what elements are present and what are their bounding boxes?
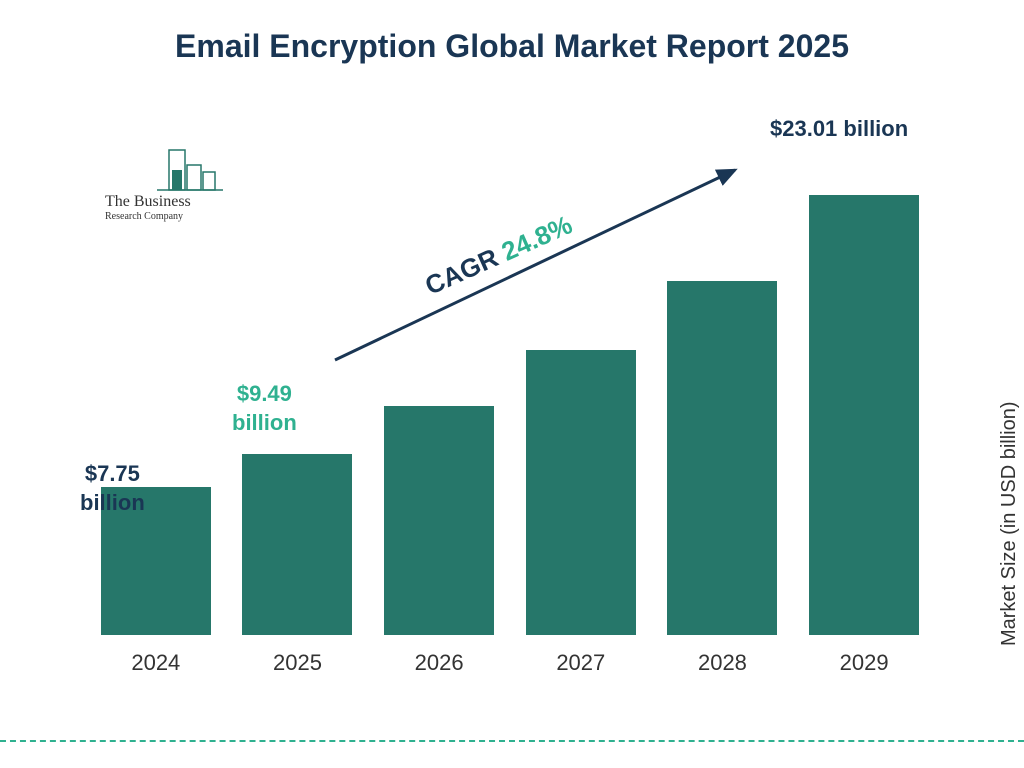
bar-wrap (667, 281, 777, 635)
bars-container (85, 155, 935, 635)
x-axis-label: 2024 (101, 640, 211, 680)
bar (384, 406, 494, 635)
x-axis-label: 2027 (526, 640, 636, 680)
value-label: $9.49billion (232, 380, 297, 437)
value-label: $23.01 billion (770, 115, 908, 144)
bar (242, 454, 352, 635)
bar (667, 281, 777, 635)
footer-dashed-line (0, 740, 1024, 742)
x-axis-labels: 2024 2025 2026 2027 2028 2029 (85, 640, 935, 680)
bar-wrap (384, 406, 494, 635)
y-axis-label: Market Size (in USD billion) (999, 402, 1022, 647)
bar-wrap (809, 195, 919, 635)
x-axis-label: 2029 (809, 640, 919, 680)
x-axis-label: 2026 (384, 640, 494, 680)
bar-chart: 2024 2025 2026 2027 2028 2029 (85, 120, 935, 680)
bar (809, 195, 919, 635)
x-axis-label: 2028 (667, 640, 777, 680)
value-label: $7.75billion (80, 460, 145, 517)
bar (526, 350, 636, 635)
x-axis-label: 2025 (242, 640, 352, 680)
bar-wrap (242, 454, 352, 635)
page-title: Email Encryption Global Market Report 20… (0, 0, 1024, 65)
bar-wrap (526, 350, 636, 635)
